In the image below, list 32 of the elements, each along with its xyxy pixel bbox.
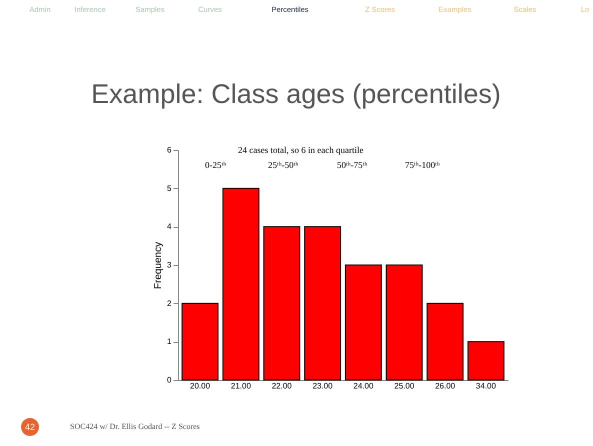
annotation: 24 cases total, so 6 in each quartile bbox=[238, 145, 364, 155]
y-tick-label: 1 bbox=[167, 337, 172, 346]
bar bbox=[182, 302, 219, 380]
x-tick-label: 21.00 bbox=[230, 382, 252, 390]
x-tick-label: 23.00 bbox=[312, 382, 334, 390]
bar bbox=[426, 302, 464, 380]
bar bbox=[304, 226, 342, 380]
x-tick-label: 34.00 bbox=[476, 382, 496, 390]
annotation: 25ᵗʰ-50ᵗʰ bbox=[268, 160, 298, 170]
bar bbox=[222, 188, 260, 380]
text: 42 bbox=[24, 422, 36, 432]
annotation: 0-25ᵗʰ bbox=[205, 160, 226, 170]
x-tick-label: 25.00 bbox=[394, 382, 415, 390]
y-tick-label: 2 bbox=[167, 298, 172, 308]
text: SOC424 w/ Dr. Ellis Godard -- Z Scores bbox=[70, 422, 200, 431]
annotation: 50ᵗʰ-75ᵗʰ bbox=[337, 160, 368, 170]
bar bbox=[263, 226, 300, 380]
x-tick-label: 26.00 bbox=[435, 382, 456, 390]
y-tick-label: 0 bbox=[167, 376, 172, 384]
chart-title: Example: Class ages (percentiles) bbox=[91, 79, 501, 109]
bar bbox=[344, 264, 382, 380]
y-tick-label: 6 bbox=[167, 146, 172, 154]
x-tick-label: 20.00 bbox=[190, 382, 211, 390]
annotation: 75ᵗʰ-100ᵗʰ bbox=[405, 160, 440, 170]
bar bbox=[467, 341, 504, 380]
x-tick-label: 24.00 bbox=[353, 382, 374, 390]
bar bbox=[386, 264, 423, 380]
y-tick-label: 4 bbox=[167, 222, 172, 232]
x-tick-label: 22.00 bbox=[272, 382, 292, 390]
y-tick-label: 3 bbox=[167, 260, 172, 270]
y-tick-label: 5 bbox=[167, 184, 172, 193]
y-axis-title: Frequency bbox=[153, 242, 164, 290]
